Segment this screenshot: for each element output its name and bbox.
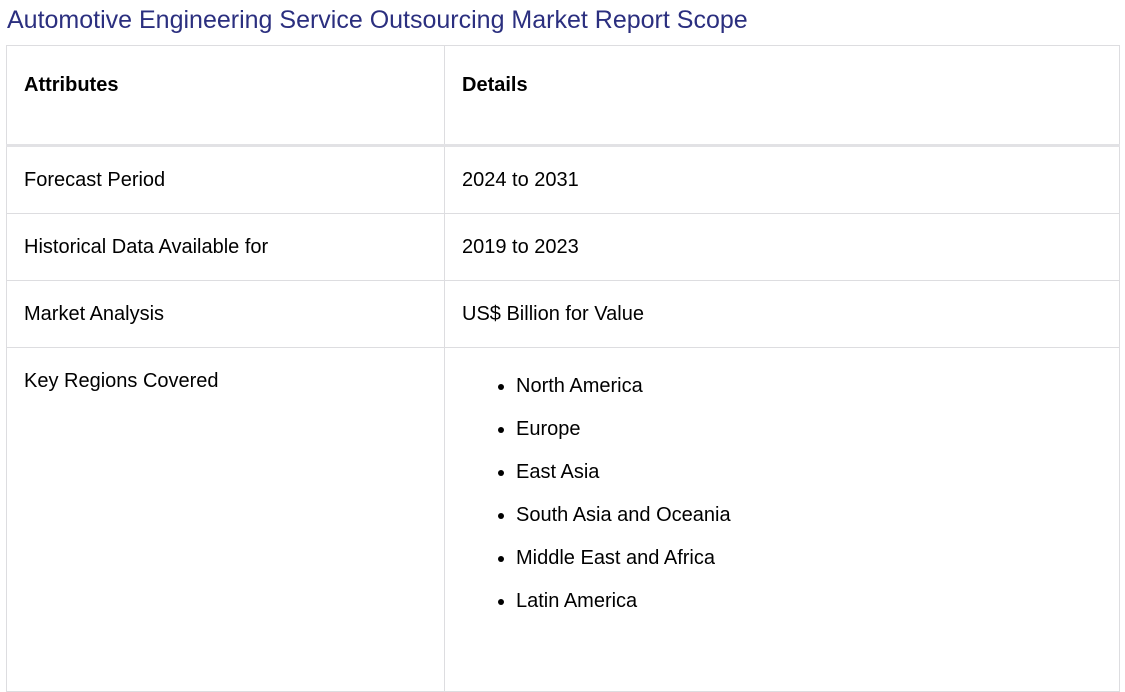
detail-cell: 2019 to 2023 [444,213,1120,281]
header-details: Details [444,45,1120,147]
list-item: Latin America [516,588,1102,614]
attribute-cell: Historical Data Available for [6,213,445,281]
header-attributes: Attributes [6,45,445,147]
table-row: Market Analysis US$ Billion for Value [6,280,1120,348]
attribute-cell: Key Regions Covered [6,347,445,692]
table-header-row: Attributes Details [6,45,1120,147]
table-row: Forecast Period 2024 to 2031 [6,145,1120,214]
list-item: Middle East and Africa [516,545,1102,571]
attribute-cell: Market Analysis [6,280,445,348]
list-item: East Asia [516,459,1102,485]
table-row: Key Regions Covered North America Europe… [6,347,1120,692]
attribute-cell: Forecast Period [6,145,445,214]
table-row: Historical Data Available for 2019 to 20… [6,213,1120,281]
list-item: South Asia and Oceania [516,502,1102,528]
detail-cell: 2024 to 2031 [444,145,1120,214]
detail-cell: North America Europe East Asia South Asi… [444,347,1120,692]
regions-list: North America Europe East Asia South Asi… [462,368,1102,671]
detail-cell: US$ Billion for Value [444,280,1120,348]
report-scope-table: Attributes Details Forecast Period 2024 … [6,45,1120,692]
list-item: North America [516,373,1102,399]
list-item: Europe [516,416,1102,442]
page-title: Automotive Engineering Service Outsourci… [7,6,748,34]
